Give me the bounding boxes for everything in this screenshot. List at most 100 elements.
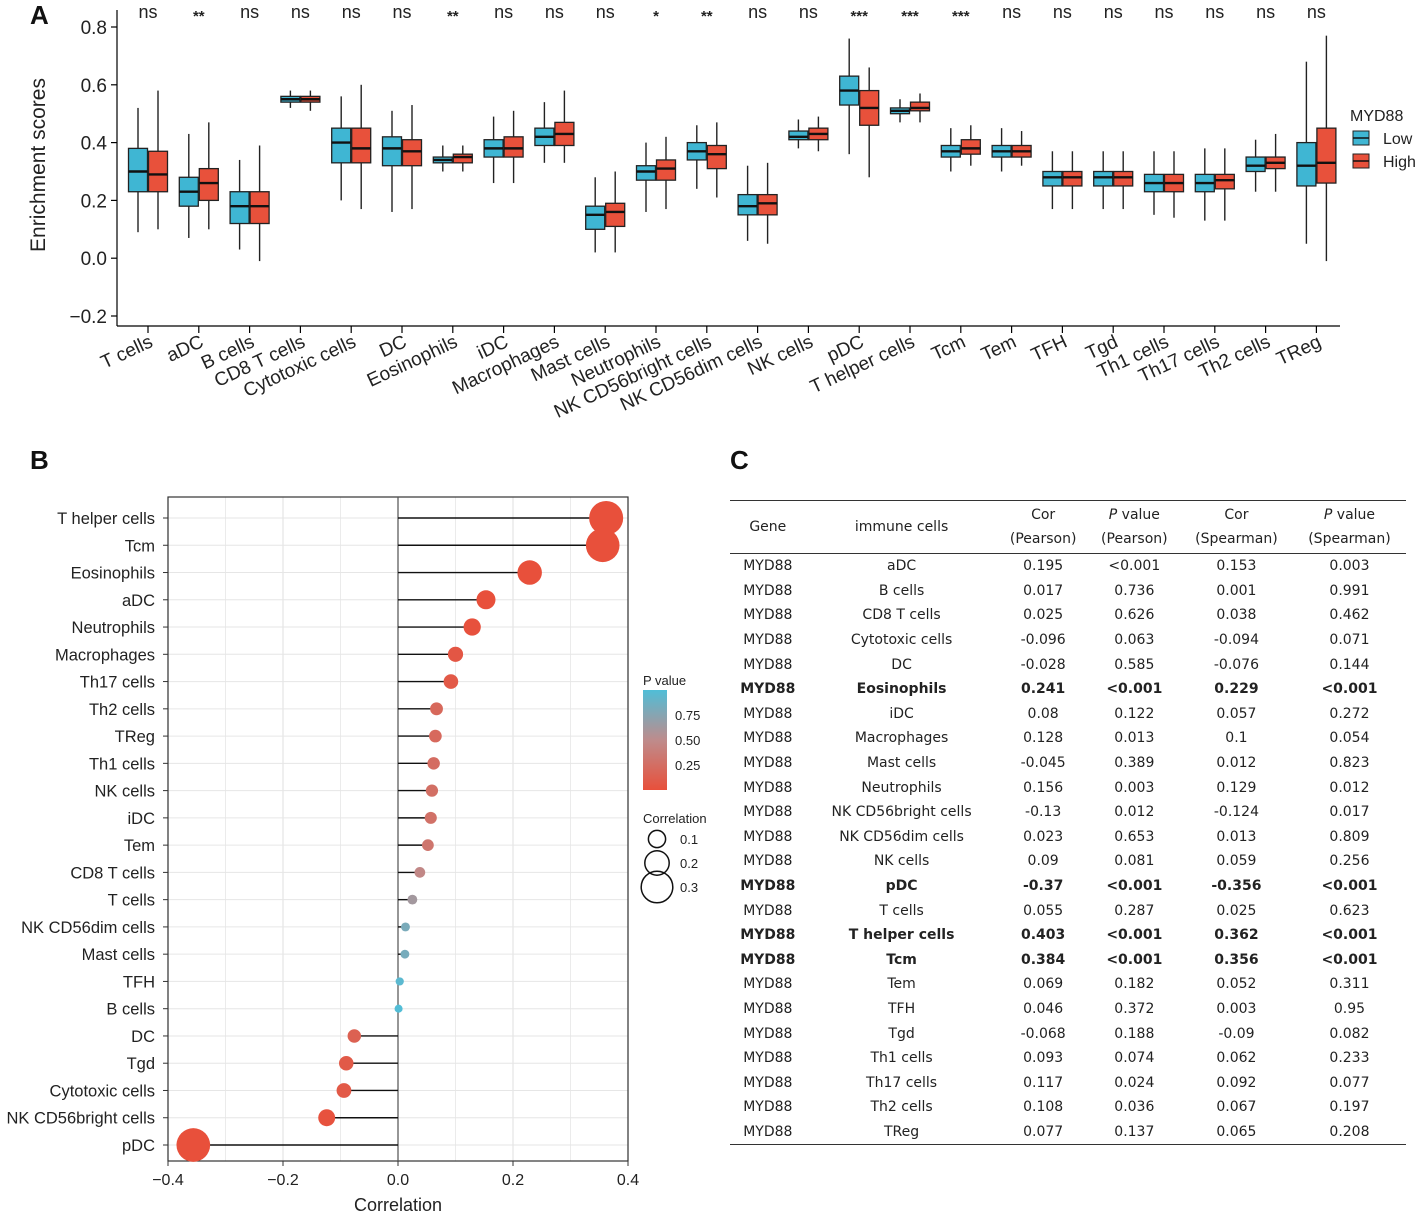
table-cell: 0.013 <box>1216 828 1257 845</box>
table-cell: 0.067 <box>1216 1099 1257 1116</box>
box-low <box>127 147 149 193</box>
table-cell: -0.356 <box>1211 878 1262 895</box>
pvalue-legend-title: P value <box>643 673 686 688</box>
box-low <box>1296 141 1317 187</box>
table-row: MYD88 Tcm 0.384 <0.001 0.356 <0.001 <box>730 948 1406 973</box>
table-cell: MYD88 <box>740 927 796 944</box>
table-row: MYD88 TFH 0.046 0.372 0.003 0.95 <box>730 997 1406 1022</box>
x-tick-label: TReg <box>1274 331 1325 370</box>
table-cell: 0.736 <box>1114 582 1155 599</box>
lollipop-point <box>336 1083 352 1098</box>
table-row: MYD88 Macrophages 0.128 0.013 0.1 0.054 <box>730 726 1406 751</box>
table-cell: -0.028 <box>1020 656 1066 673</box>
table-row: MYD88 iDC 0.08 0.122 0.057 0.272 <box>730 702 1406 727</box>
table-cell: Macrophages <box>854 730 949 747</box>
table-cell: TReg <box>884 1123 920 1140</box>
lollipop-point <box>407 894 418 905</box>
y-tick-label: 0.0 <box>81 249 107 270</box>
table-cell: Th17 cells <box>866 1074 938 1091</box>
table-cell: 0.025 <box>1023 607 1064 624</box>
y-tick-label: iDC <box>128 810 156 828</box>
table-cell: MYD88 <box>743 755 793 772</box>
table-cell: 0.059 <box>1216 853 1257 870</box>
table-row: MYD88 NK CD56dim cells 0.023 0.653 0.013 0.80… <box>730 825 1406 850</box>
table-cell: DC <box>891 656 912 673</box>
panel-a-label: A <box>30 0 49 30</box>
panel-c-label: C <box>730 445 749 475</box>
table-header-cell: P value (Spearman) <box>1308 507 1391 547</box>
table-cell: <0.001 <box>1106 927 1163 944</box>
box-high <box>351 127 372 164</box>
lollipop-point <box>424 811 437 824</box>
table-cell: <0.001 <box>1321 951 1378 968</box>
significance-label: ns <box>1205 2 1224 22</box>
box-high <box>198 167 219 202</box>
table-row: MYD88 Neutrophils 0.156 0.003 0.129 0.012 <box>730 775 1406 800</box>
table-cell: MYD88 <box>743 779 793 796</box>
lollipop-point <box>443 674 459 689</box>
lollipop-point <box>463 618 481 636</box>
size-legend-circle <box>647 829 667 849</box>
box-high <box>605 202 626 228</box>
table-cell: MYD88 <box>743 1050 793 1067</box>
x-tick-label: 0.2 <box>502 1172 524 1189</box>
table-header-cell: Cor (Pearson) <box>1009 507 1077 547</box>
table-row: MYD88 Tem 0.069 0.182 0.052 0.311 <box>730 972 1406 997</box>
box-high <box>249 191 270 225</box>
table-cell: 0.403 <box>1020 927 1066 944</box>
y-tick-label: TReg <box>115 728 155 746</box>
table-cell: Th2 cells <box>870 1099 933 1116</box>
correlation-table-panel: Gene immune cells Cor (Pearson) P value (Pear… <box>730 500 1406 1145</box>
table-cell: 0.272 <box>1329 705 1370 722</box>
table-cell: 0.046 <box>1023 1000 1064 1017</box>
y-tick-label: Tem <box>124 837 155 855</box>
table-cell: MYD88 <box>743 1000 793 1017</box>
lollipop-point <box>589 500 624 536</box>
table-cell: <0.001 <box>1321 878 1378 895</box>
table-cell: 0.062 <box>1216 1050 1257 1067</box>
table-header-row: Gene immune cells Cor (Pearson) P value (Pear… <box>730 500 1406 554</box>
box-high <box>909 101 931 112</box>
table-cell: 0.09 <box>1027 853 1059 870</box>
table-cell: 0.038 <box>1216 607 1257 624</box>
lollipop-point <box>414 867 426 878</box>
significance-label: *** <box>850 8 868 25</box>
table-header-cell: immune cells <box>854 519 949 535</box>
table-cell: 0.025 <box>1216 902 1257 919</box>
table-cell: Tem <box>887 976 916 993</box>
table-cell: MYD88 <box>743 582 793 599</box>
y-tick-label: Eosinophils <box>71 565 155 583</box>
lollipop-point <box>394 1004 403 1013</box>
table-cell: 0.623 <box>1329 902 1370 919</box>
lollipop-point <box>347 1029 362 1043</box>
lollipop-point <box>318 1109 336 1127</box>
table-cell: -0.124 <box>1213 804 1259 821</box>
table-cell: TFH <box>888 1000 916 1017</box>
table-cell: 0.197 <box>1329 1099 1370 1116</box>
table-cell: NK CD56dim cells <box>839 828 964 845</box>
y-tick-label: NK cells <box>94 783 155 801</box>
table-row: MYD88 TReg 0.077 0.137 0.065 0.208 <box>730 1120 1406 1145</box>
y-tick-label: Neutrophils <box>72 619 155 637</box>
lollipop-point <box>401 922 410 932</box>
significance-label: ns <box>1104 2 1123 22</box>
table-cell: 0.08 <box>1027 705 1059 722</box>
lollipop-point <box>422 839 434 852</box>
table-cell: MYD88 <box>743 558 793 575</box>
table-cell: 0.311 <box>1329 976 1370 993</box>
table-row: MYD88 Th2 cells 0.108 0.036 0.067 0.197 <box>730 1095 1406 1120</box>
table-cell: MYD88 <box>743 1074 793 1091</box>
x-tick-label: Eosinophils <box>364 331 461 391</box>
table-cell: T cells <box>879 902 924 919</box>
y-tick-label: CD8 T cells <box>70 864 155 882</box>
x-tick-label: −0.2 <box>267 1172 299 1189</box>
table-cell: -0.13 <box>1025 804 1062 821</box>
y-tick-label: TFH <box>123 973 155 991</box>
y-tick-label: Th17 cells <box>80 674 155 692</box>
significance-label: ns <box>1256 2 1275 22</box>
table-row: MYD88 aDC 0.195 <0.001 0.153 0.003 <box>730 554 1406 579</box>
size-legend-tick: 0.1 <box>680 832 698 847</box>
pvalue-legend-tick: 0.75 <box>675 708 700 723</box>
significance-label: ns <box>545 2 564 22</box>
table-cell: 0.362 <box>1214 927 1259 944</box>
